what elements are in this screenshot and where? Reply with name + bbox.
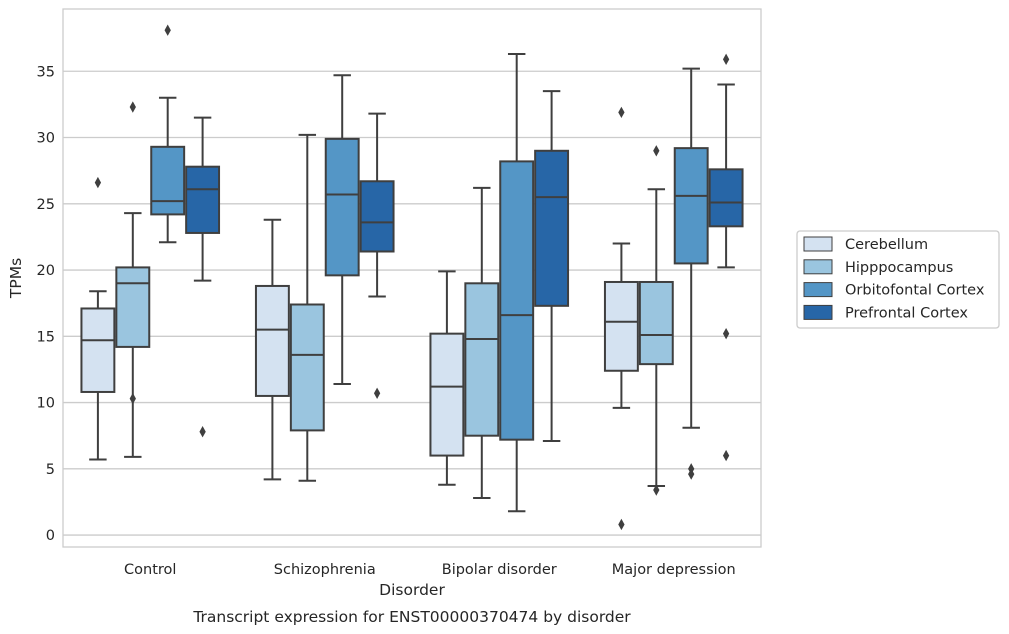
box-body xyxy=(324,137,360,277)
box-orbitofontal-cortex xyxy=(150,24,186,244)
outlier-point xyxy=(722,327,730,340)
x-tick-label: Bipolar disorder xyxy=(442,562,557,578)
box-body xyxy=(150,145,186,216)
box-body xyxy=(603,280,639,372)
legend-entry: Prefrontal Cortex xyxy=(845,305,968,321)
y-axis-label: TPMs xyxy=(7,258,25,299)
box-body xyxy=(254,284,290,397)
boxes xyxy=(80,24,744,531)
box-hipppocampus xyxy=(115,101,151,458)
box-cerebellum xyxy=(254,218,290,481)
outlier-point xyxy=(722,449,730,462)
box-body xyxy=(115,266,151,348)
box-body xyxy=(638,280,674,366)
outlier-point xyxy=(373,387,381,399)
x-tick-label: Control xyxy=(124,562,176,578)
box-body xyxy=(429,332,465,457)
outlier-point xyxy=(653,145,660,157)
legend: Cerebellum Hipppocampus Orbitofontal Corte… xyxy=(796,230,1000,329)
legend-swatch xyxy=(803,304,833,320)
legend-entry: Cerebellum xyxy=(845,237,928,253)
box-cerebellum xyxy=(80,176,116,461)
x-axis-ticks: Control Schizophrenia Bipolar disorder Majo… xyxy=(124,562,736,578)
box-body xyxy=(499,160,535,441)
box-hipppocampus xyxy=(464,186,500,499)
box-prefrontal-cortex xyxy=(534,90,570,442)
legend-frame xyxy=(796,230,1000,329)
box-body xyxy=(673,147,709,265)
box-body xyxy=(534,149,570,307)
legend-swatch xyxy=(803,282,833,298)
outlier-point xyxy=(164,24,171,36)
y-tick-label: 10 xyxy=(37,396,55,412)
box-prefrontal-cortex xyxy=(359,112,395,399)
box-body xyxy=(80,307,116,393)
plot-frame xyxy=(62,8,762,548)
y-tick-label: 20 xyxy=(37,263,55,279)
outlier-point xyxy=(618,518,625,531)
box-body xyxy=(464,282,500,437)
legend-swatch xyxy=(803,236,833,252)
outlier-point xyxy=(129,101,136,113)
box-orbitofontal-cortex xyxy=(324,74,360,386)
y-tick-label: 35 xyxy=(37,64,55,80)
outlier-point xyxy=(618,106,625,119)
box-body xyxy=(359,180,395,253)
outlier-point xyxy=(199,426,206,438)
x-axis-label: Disorder xyxy=(379,581,445,599)
box-body xyxy=(289,303,325,432)
y-tick-label: 30 xyxy=(37,131,55,147)
outlier-point xyxy=(722,53,730,66)
box-body xyxy=(708,168,744,228)
box-orbitofontal-cortex xyxy=(499,53,535,513)
legend-swatch xyxy=(803,259,833,275)
box-cerebellum xyxy=(429,270,465,486)
legend-entry: Hipppocampus xyxy=(845,260,953,276)
box-hipppocampus xyxy=(289,133,325,482)
y-tick-label: 0 xyxy=(46,528,55,544)
outlier-point xyxy=(688,468,695,480)
legend-entry: Orbitofontal Cortex xyxy=(845,283,985,299)
y-axis-ticks: 0 5 10 15 20 25 30 35 xyxy=(37,64,55,544)
box-orbitofontal-cortex xyxy=(673,67,709,480)
box-prefrontal-cortex xyxy=(708,53,744,462)
box-body xyxy=(185,165,221,234)
y-tick-label: 25 xyxy=(37,197,55,213)
x-tick-label: Schizophrenia xyxy=(274,562,376,578)
box-cerebellum xyxy=(603,106,639,531)
outlier-point xyxy=(94,176,102,189)
outlier-point xyxy=(653,484,660,496)
chart-caption: Transcript expression for ENST0000037047… xyxy=(192,608,631,626)
y-tick-label: 15 xyxy=(37,329,55,345)
y-tick-label: 5 xyxy=(46,462,55,478)
x-tick-label: Major depression xyxy=(612,562,736,578)
box-prefrontal-cortex xyxy=(185,116,221,438)
box-hipppocampus xyxy=(638,145,674,496)
outlier-point xyxy=(129,392,136,405)
